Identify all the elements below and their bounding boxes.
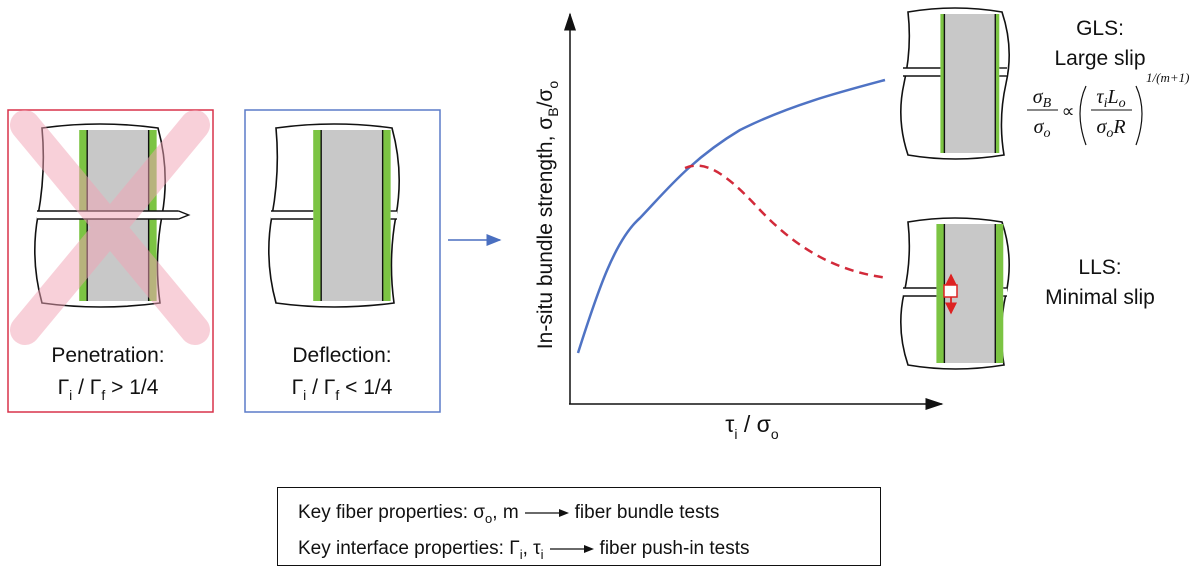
- gls-curve: [576, 78, 886, 354]
- lls-title: LLS:: [1078, 256, 1121, 279]
- penetration-box: [7, 109, 214, 413]
- gls-title: GLS:: [1076, 17, 1124, 40]
- interphase: [995, 224, 1004, 363]
- svg-text:σo: σo: [1034, 116, 1051, 141]
- slip-zone: [943, 284, 958, 298]
- lls-curve: [684, 164, 889, 280]
- fiber-core: [321, 130, 383, 301]
- interphase: [936, 224, 945, 363]
- crack: [903, 288, 937, 296]
- gls-subtitle: Large slip: [1054, 47, 1145, 70]
- y-label: In-situ bundle strength, σB/σo: [534, 81, 561, 350]
- diagram: Penetration: Γi / Γf > 1/4 Deflection: Γ…: [7, 7, 1189, 442]
- deflection-box: [244, 109, 441, 413]
- x-label: τi / σo: [725, 411, 779, 442]
- crack: [390, 211, 397, 219]
- key-box: Key fiber properties: σo, m fiber bundle …: [277, 487, 881, 566]
- interphase: [940, 14, 945, 153]
- deflection-ratio: Γi / Γf < 1/4: [292, 376, 393, 403]
- crack: [271, 211, 314, 219]
- crack-tip: [178, 210, 191, 220]
- key-interface: Key interface properties: Γi, τi fiber pu…: [298, 537, 750, 562]
- cross: [10, 110, 210, 345]
- penetration-title: Penetration:: [51, 344, 164, 367]
- interphase: [995, 14, 1000, 153]
- svg-text:1/(m+1): 1/(m+1): [1146, 70, 1189, 85]
- svg-text:∝: ∝: [1062, 101, 1075, 121]
- lls-subtitle: Minimal slip: [1045, 286, 1155, 309]
- svg-text:τiLo: τiLo: [1096, 86, 1125, 111]
- svg-text:σB: σB: [1033, 86, 1052, 111]
- key-fiber: Key fiber properties: σo, m fiber bundle …: [298, 502, 720, 526]
- crack: [1003, 288, 1007, 296]
- interphase: [382, 130, 391, 301]
- penetration-ratio: Γi / Γf > 1/4: [58, 376, 159, 403]
- interphase: [313, 130, 322, 301]
- svg-text:σoR: σoR: [1096, 116, 1125, 141]
- fiber-core: [944, 14, 996, 153]
- crack: [903, 68, 941, 76]
- crack: [999, 68, 1007, 76]
- formula: σB σo ∝ τiLo σoR 1/(m+1): [1027, 70, 1189, 146]
- deflection-title: Deflection:: [292, 344, 391, 367]
